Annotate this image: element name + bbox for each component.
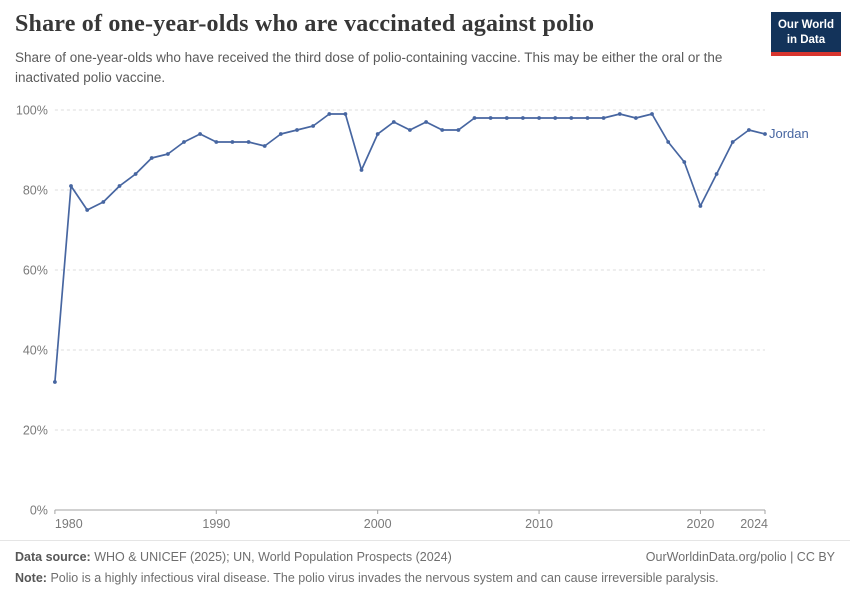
data-point-2002[interactable] xyxy=(408,128,412,132)
data-point-2006[interactable] xyxy=(472,116,477,120)
data-point-1984[interactable] xyxy=(117,184,122,188)
data-point-1995[interactable] xyxy=(295,128,299,132)
data-point-1992[interactable] xyxy=(246,140,251,144)
data-point-1986[interactable] xyxy=(149,156,154,160)
x-tick-label: 1990 xyxy=(202,517,230,531)
data-point-2020[interactable] xyxy=(698,204,703,208)
data-point-1998[interactable] xyxy=(343,112,348,116)
note-line: Note: Polio is a highly infectious viral… xyxy=(15,570,835,587)
data-point-1987[interactable] xyxy=(166,152,170,156)
data-point-1994[interactable] xyxy=(278,132,283,136)
data-point-2004[interactable] xyxy=(440,128,445,132)
data-point-2023[interactable] xyxy=(747,128,751,132)
y-tick-label: 0% xyxy=(30,504,48,518)
y-tick-label: 40% xyxy=(23,344,48,358)
series-points-jordan[interactable] xyxy=(53,112,767,384)
data-point-2007[interactable] xyxy=(488,116,493,120)
data-point-2017[interactable] xyxy=(650,112,654,116)
data-source-label: Data source: xyxy=(15,550,91,564)
data-point-2021[interactable] xyxy=(714,172,719,176)
data-point-2010[interactable] xyxy=(537,116,541,120)
data-source-text: WHO & UNICEF (2025); UN, World Populatio… xyxy=(94,550,452,564)
owid-logo-line2: in Data xyxy=(786,33,826,46)
x-tick-label: 2024 xyxy=(740,517,768,531)
data-point-1997[interactable] xyxy=(327,112,332,116)
data-point-1996[interactable] xyxy=(311,124,315,128)
y-tick-label: 20% xyxy=(23,424,48,438)
data-point-2022[interactable] xyxy=(730,140,735,144)
x-tick-label: 1980 xyxy=(55,517,83,531)
data-point-1989[interactable] xyxy=(198,132,203,136)
x-tick-label: 2010 xyxy=(525,517,553,531)
data-point-2001[interactable] xyxy=(391,120,396,124)
x-axis: 1980 1990 2000 2010 2020 2024 xyxy=(54,510,768,531)
data-point-1991[interactable] xyxy=(230,140,235,144)
data-point-1985[interactable] xyxy=(133,172,138,176)
data-point-2013[interactable] xyxy=(585,116,590,120)
chart-subtitle: Share of one-year-olds who have received… xyxy=(15,50,723,85)
data-point-2012[interactable] xyxy=(569,116,574,120)
data-point-1983[interactable] xyxy=(101,200,106,204)
x-tick-label: 2020 xyxy=(687,517,715,531)
data-point-1990[interactable] xyxy=(214,140,219,144)
data-point-1982[interactable] xyxy=(85,208,90,212)
chart-title: Share of one-year-olds who are vaccinate… xyxy=(15,11,595,37)
data-point-2008[interactable] xyxy=(504,116,509,120)
series-line-jordan[interactable] xyxy=(54,113,766,383)
data-point-1981[interactable] xyxy=(69,184,73,188)
owid-logo[interactable]: Our World in Data xyxy=(770,12,841,56)
data-point-1993[interactable] xyxy=(262,144,267,148)
line-chart-plot[interactable]: 0% 20% 40% 60% 80% 100% 1980 1990 2000 2010 2020 20… xyxy=(0,0,850,540)
data-point-2000[interactable] xyxy=(375,132,380,136)
data-point-2009[interactable] xyxy=(521,116,525,120)
data-source-line: Data source: WHO & UNICEF (2025); UN, Wo… xyxy=(15,549,452,566)
series-label-jordan[interactable]: Jordan xyxy=(769,126,809,141)
attribution-link[interactable]: OurWorldinData.org/polio | CC BY xyxy=(645,550,835,564)
data-point-2014[interactable] xyxy=(601,116,606,120)
data-point-1980[interactable] xyxy=(53,380,57,384)
data-point-2024[interactable] xyxy=(763,132,767,136)
data-point-2005[interactable] xyxy=(456,128,461,132)
data-point-2011[interactable] xyxy=(553,116,558,120)
y-tick-label: 80% xyxy=(23,184,48,198)
data-point-2016[interactable] xyxy=(634,116,638,120)
owid-logo-line1: Our World xyxy=(777,19,834,31)
data-point-2003[interactable] xyxy=(424,120,428,124)
data-point-2018[interactable] xyxy=(666,140,671,144)
x-tick-label: 2000 xyxy=(364,517,392,531)
data-point-2019[interactable] xyxy=(682,160,687,164)
note-text: Polio is a highly infectious viral disea… xyxy=(50,570,719,585)
data-point-1988[interactable] xyxy=(182,140,186,144)
y-tick-label: 100% xyxy=(16,104,48,118)
y-tick-label: 60% xyxy=(23,264,48,278)
data-point-2015[interactable] xyxy=(617,112,622,116)
data-point-1999[interactable] xyxy=(359,168,364,172)
chart-footer: Data source: WHO & UNICEF (2025); UN, Wo… xyxy=(0,540,850,587)
y-axis: 0% 20% 40% 60% 80% 100% xyxy=(16,104,765,518)
note-label: Note: xyxy=(15,570,47,585)
